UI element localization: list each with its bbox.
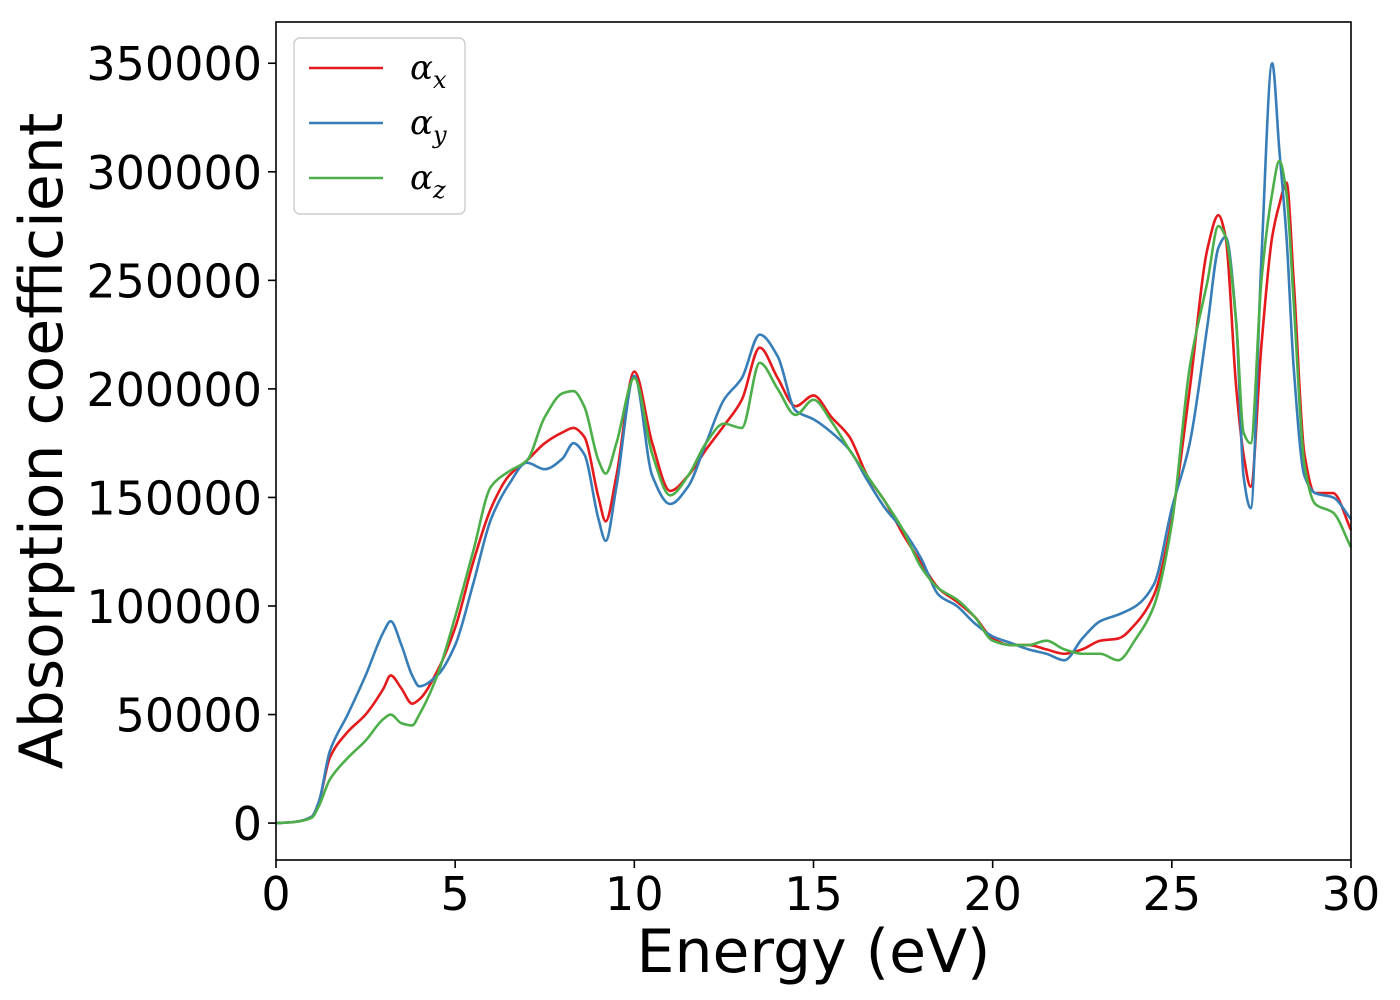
x-tick-label: 30	[1322, 867, 1381, 921]
x-tick-label: 25	[1143, 867, 1202, 921]
legend-label-y: αy	[410, 103, 447, 149]
y-tick-label: 300000	[86, 146, 262, 200]
series-line-z	[275, 159, 1353, 825]
legend-label-z: αz	[410, 158, 446, 204]
x-tick-label: 5	[441, 867, 470, 921]
y-tick-label: 250000	[86, 254, 262, 308]
y-tick-label: 50000	[116, 689, 262, 743]
x-tick-label: 20	[963, 867, 1022, 921]
legend: αx αy αz	[293, 37, 466, 215]
x-axis-label: Energy (eV)	[637, 917, 991, 987]
y-tick-label: 350000	[86, 37, 262, 91]
x-tick-label: 0	[261, 867, 290, 921]
y-axis-ticks: 0 50000 100000 150000 200000 250000 300000 3500…	[86, 37, 276, 851]
y-tick-label: 150000	[86, 471, 262, 525]
y-tick-label: 0	[233, 797, 262, 851]
legend-label-x: αx	[410, 48, 447, 94]
y-tick-label: 100000	[86, 580, 262, 634]
y-tick-label: 200000	[86, 363, 262, 417]
x-axis-ticks: 0 5 10 15 20 25 30	[261, 860, 1380, 921]
x-tick-label: 15	[784, 867, 843, 921]
series-line-x	[275, 181, 1353, 825]
x-tick-label: 10	[605, 867, 664, 921]
series-lines	[275, 61, 1353, 825]
legend-box	[293, 37, 466, 215]
y-axis-label: Absorption coefficient	[7, 113, 77, 770]
